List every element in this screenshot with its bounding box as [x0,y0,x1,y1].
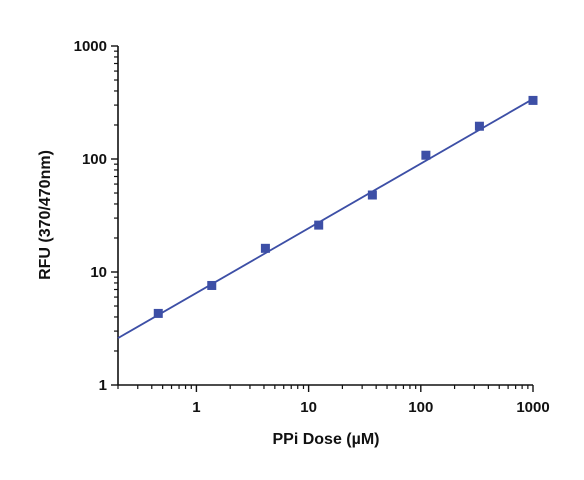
fit-line-group [117,98,534,339]
x-tick-label: 1000 [516,399,549,416]
plot-area: 1 10 100 1000 1 10 100 1000 [74,38,550,416]
x-axis-title: PPi Dose (µM) [272,431,379,448]
axis-ticks: 1 10 100 1000 1 10 100 1000 [74,38,550,416]
data-point [528,95,538,105]
fit-line [117,98,534,339]
x-tick-label: 10 [300,399,317,416]
data-point [260,243,270,253]
data-points [153,95,538,318]
y-axis-title: RFU (370/470nm) [37,150,54,280]
x-tick-label: 100 [408,399,433,416]
data-point [153,308,163,318]
y-tick-label: 100 [82,151,107,168]
y-tick-label: 1000 [74,38,107,55]
y-tick-label: 1 [99,377,107,394]
data-point [367,190,377,200]
x-tick-label: 1 [192,399,200,416]
y-tick-label: 10 [90,264,107,281]
data-point [421,150,431,160]
data-point [474,121,484,131]
data-point [207,280,217,290]
data-point [314,220,324,230]
